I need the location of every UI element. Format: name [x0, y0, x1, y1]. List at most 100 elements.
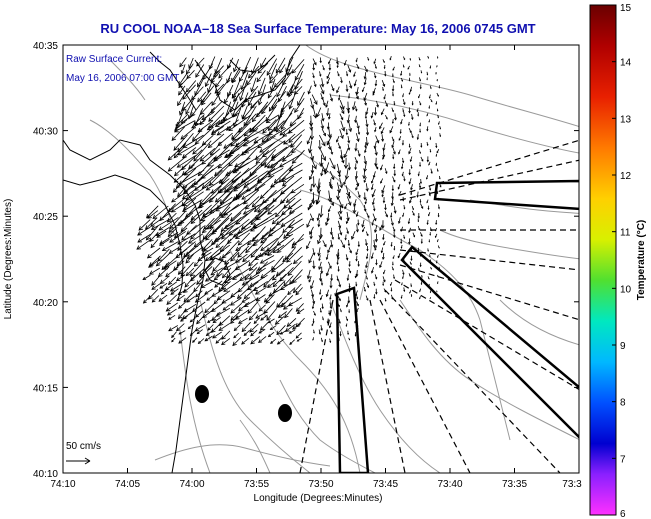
- current-vector-head: [327, 209, 331, 213]
- current-vector: [174, 120, 195, 133]
- current-vector: [150, 212, 170, 227]
- current-vector-head: [288, 330, 292, 334]
- current-vector-head: [284, 327, 290, 332]
- current-vector: [327, 245, 332, 253]
- current-vector-head: [174, 171, 179, 177]
- current-vector-head: [393, 173, 397, 177]
- current-vector: [266, 115, 279, 124]
- current-vector: [329, 322, 332, 328]
- current-vector: [211, 302, 225, 312]
- current-vector-head: [426, 114, 428, 117]
- current-vector-head: [318, 235, 323, 240]
- current-vector-head: [267, 283, 272, 289]
- current-vector: [243, 329, 250, 336]
- current-vector: [230, 127, 252, 147]
- current-vector-head: [275, 69, 280, 74]
- current-vector: [226, 119, 239, 131]
- current-vector-head: [428, 284, 430, 287]
- current-vector-head: [207, 327, 211, 331]
- current-vector: [190, 209, 203, 221]
- current-vector: [244, 287, 257, 299]
- current-vector-head: [210, 130, 216, 136]
- current-vector: [183, 182, 196, 193]
- current-vector: [256, 204, 275, 221]
- current-vector-head: [370, 180, 374, 184]
- current-vector-head: [147, 214, 152, 219]
- current-vector-head: [212, 334, 217, 339]
- current-vector-head: [374, 152, 378, 156]
- current-vector: [355, 133, 359, 142]
- current-vector-head: [403, 178, 406, 182]
- current-vector: [272, 244, 285, 253]
- current-vector-head: [189, 333, 193, 337]
- current-vector-head: [427, 207, 430, 211]
- colorbar-tick-label: 6: [620, 509, 626, 519]
- current-vector: [183, 303, 197, 313]
- current-vector-head: [416, 110, 419, 113]
- current-vector: [356, 269, 358, 277]
- current-vector: [309, 149, 314, 160]
- current-vector: [185, 240, 205, 256]
- current-vector-head: [248, 315, 254, 321]
- current-vector-head: [244, 275, 250, 281]
- current-vector-head: [355, 284, 358, 287]
- current-vector-head: [243, 183, 249, 188]
- current-vector: [261, 126, 276, 143]
- current-vector-head: [248, 261, 253, 267]
- current-vector-head: [324, 169, 329, 175]
- current-vector-head: [296, 339, 300, 342]
- current-vector-head: [288, 138, 293, 143]
- current-vector: [250, 239, 268, 258]
- current-vector-head: [182, 106, 187, 112]
- current-vector: [214, 280, 223, 288]
- current-vector-head: [288, 223, 293, 228]
- current-vector-head: [357, 132, 361, 135]
- current-vector-head: [182, 202, 188, 207]
- current-vector-head: [339, 334, 342, 337]
- current-vector: [183, 247, 195, 258]
- current-vector-head: [240, 225, 246, 230]
- current-vector-head: [212, 267, 217, 272]
- current-vector-head: [338, 216, 343, 221]
- current-vector: [409, 196, 413, 203]
- current-vector-head: [409, 291, 411, 294]
- current-vector-head: [237, 320, 243, 324]
- current-vector: [249, 311, 258, 321]
- current-vector-head: [356, 327, 359, 331]
- current-vector-head: [393, 151, 396, 155]
- current-vector-head: [183, 297, 189, 303]
- current-vector-head: [230, 319, 235, 324]
- x-tick-label: 74:10: [50, 479, 75, 490]
- current-vector-head: [243, 199, 248, 205]
- current-vector-head: [185, 259, 190, 264]
- current-vector-head: [390, 222, 394, 227]
- current-vector: [168, 314, 176, 320]
- current-vector-head: [391, 196, 394, 200]
- current-vector: [245, 85, 259, 103]
- current-vector-head: [197, 256, 203, 262]
- current-vector: [382, 276, 386, 282]
- current-vector: [165, 266, 179, 277]
- current-vector: [251, 77, 257, 92]
- current-vector: [254, 252, 266, 261]
- current-vector: [241, 72, 249, 90]
- current-vector-head: [337, 326, 339, 330]
- current-vector: [295, 287, 303, 295]
- current-vector-head: [363, 289, 366, 292]
- current-vector: [344, 203, 348, 209]
- current-vector-head: [435, 229, 437, 232]
- current-vector-head: [241, 299, 246, 303]
- current-vector-head: [380, 167, 383, 171]
- current-vector-head: [326, 81, 330, 85]
- current-vector-head: [223, 99, 229, 104]
- x-tick-label: 74:05: [115, 479, 140, 490]
- current-vector: [352, 101, 356, 110]
- current-vector: [195, 324, 206, 332]
- current-vector: [226, 265, 240, 279]
- current-vector-head: [196, 280, 201, 286]
- current-vector-head: [392, 257, 395, 260]
- current-vector: [149, 267, 161, 275]
- current-vector: [260, 255, 275, 264]
